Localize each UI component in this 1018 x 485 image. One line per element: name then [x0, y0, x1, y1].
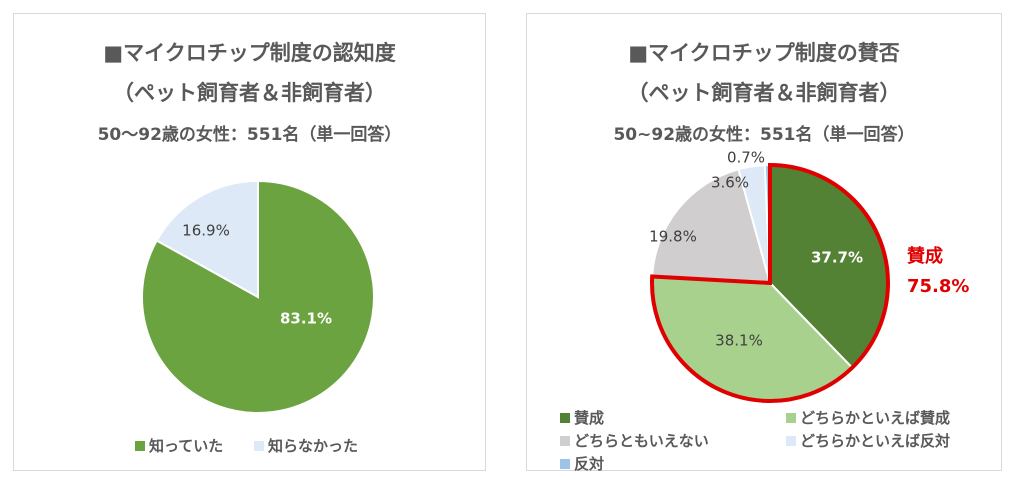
- legend-swatch: [135, 440, 145, 451]
- legend-item-somewhat-approve: どちらかといえば賛成: [786, 407, 950, 428]
- approval-total-value: 75.8%: [907, 276, 970, 297]
- legend-item-somewhat-oppose: どちらかといえば反対: [786, 430, 950, 451]
- legend-swatch: [786, 435, 796, 446]
- legend-item-didnt-know: 知らなかった: [254, 435, 358, 456]
- pie-data-label-1: 38.1%: [715, 332, 763, 350]
- legend-item-approve: 賛成: [560, 407, 604, 428]
- pie-data-label-0: 37.7%: [811, 249, 863, 267]
- approval-pie-chart: 37.7% 38.1% 19.8% 3.6% 0.7%: [649, 149, 890, 403]
- legend-label: どちらかといえば賛成: [800, 409, 951, 427]
- chart-sample-note: 50～92歳の女性：551名（単一回答）: [97, 125, 402, 145]
- pie-slice-2: [651, 168, 772, 285]
- legend-item-knew: 知っていた: [135, 435, 223, 456]
- legend-swatch: [560, 412, 570, 423]
- pie-data-label-0: 83.1%: [280, 310, 332, 328]
- chart-sample-note: 50~92歳の女性：551名（単一回答）: [613, 125, 915, 145]
- legend-label: 賛成: [574, 409, 605, 427]
- awareness-pie-chart: 83.1% 16.9%: [141, 179, 375, 414]
- legend-label: どちらともいえない: [574, 432, 709, 450]
- chart-title: ■マイクロチップ制度の賛否: [628, 41, 900, 65]
- approval-total-label: 賛成: [907, 246, 943, 267]
- pie-data-label-2: 19.8%: [649, 228, 697, 246]
- legend-label: どちらかといえば反対: [800, 432, 951, 450]
- pie-data-label-1: 16.9%: [182, 222, 230, 240]
- legend-label: 知らなかった: [268, 437, 359, 455]
- awareness-chart-panel: ■マイクロチップ制度の認知度 （ペット飼育者＆非飼育者） 50～92歳の女性：5…: [13, 13, 486, 471]
- chart-subtitle: （ペット飼育者＆非飼育者）: [113, 81, 386, 105]
- pie-data-label-4: 0.7%: [727, 149, 765, 167]
- legend-swatch: [560, 435, 570, 446]
- chart-subtitle: （ペット飼育者＆非飼育者）: [627, 81, 901, 105]
- legend-swatch: [254, 440, 264, 451]
- chart-title: ■マイクロチップ制度の認知度: [103, 41, 396, 65]
- legend-swatch: [560, 458, 570, 469]
- legend-item-neutral: どちらともいえない: [560, 430, 709, 451]
- legend-label: 知っていた: [149, 437, 224, 455]
- legend-item-oppose: 反対: [560, 453, 604, 474]
- approval-highlight-outline: [650, 162, 890, 403]
- legend-label: 反対: [574, 455, 605, 473]
- pie-data-label-3: 3.6%: [711, 174, 749, 192]
- approval-chart-panel: ■マイクロチップ制度の賛否 （ペット飼育者＆非飼育者） 50~92歳の女性：55…: [526, 13, 1002, 474]
- legend-swatch: [786, 412, 796, 423]
- pie-slice-1: [155, 179, 259, 299]
